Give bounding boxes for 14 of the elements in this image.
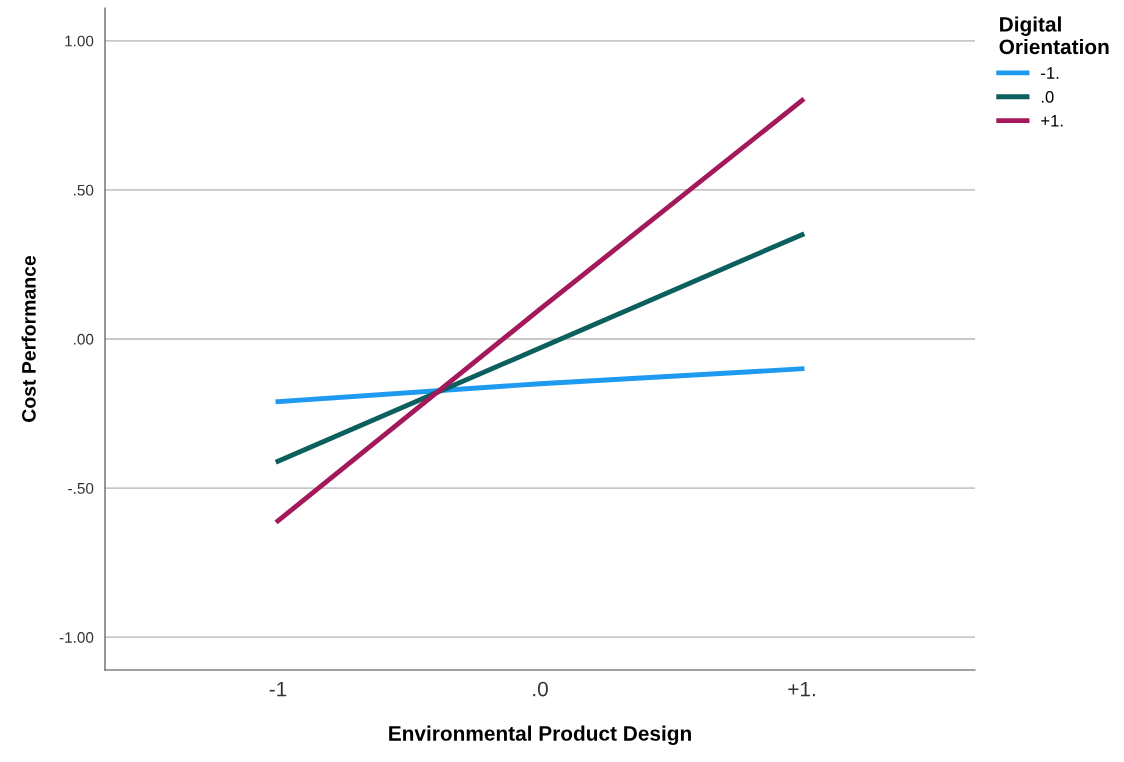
legend-label: +1. (1041, 115, 1063, 127)
x-tick-label: -1 (269, 681, 287, 697)
y-tick-label: -.50 (68, 482, 94, 494)
y-tick-label: .50 (74, 184, 94, 196)
y-axis-title: Cost Performance (21, 255, 36, 422)
legend-label: .0 (1041, 90, 1054, 103)
legend-label: -1. (1041, 67, 1059, 79)
legend-title: Digital Orientation (999, 16, 1109, 55)
y-tick-label: .00 (74, 333, 94, 345)
x-axis-title: Environmental Product Design (389, 725, 691, 746)
y-tick-label: 1.00 (65, 35, 94, 47)
y-tick-label: -1.00 (59, 632, 94, 643)
x-tick-label: .0 (533, 681, 548, 697)
x-tick-label: +1. (788, 681, 815, 697)
